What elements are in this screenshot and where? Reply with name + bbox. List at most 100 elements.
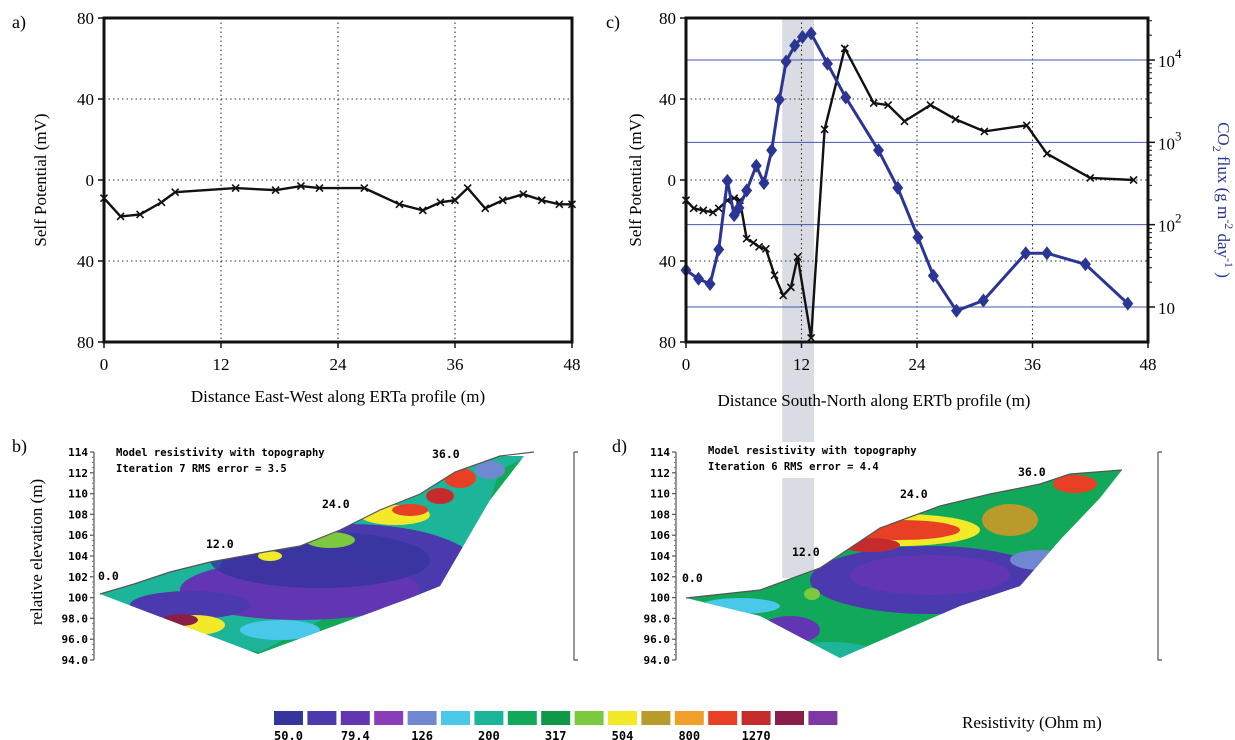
- panel-c-co2-series-point: [704, 277, 716, 292]
- panel-c-y2-axis-label: CO2 flux (g m-2 day-1 ): [1210, 122, 1235, 278]
- panel-a-x-axis-label: Distance East-West along ERTa profile (m…: [191, 387, 485, 406]
- colorbar-swatch: [340, 711, 370, 725]
- colorbar-title: Resistivity (Ohm m): [962, 713, 1102, 732]
- panel-c-x-axis-label: Distance South-North along ERTb profile …: [718, 391, 1031, 410]
- panel-a-y-tick-label: 40: [77, 90, 94, 109]
- panel-c-co2-series-point: [773, 92, 785, 107]
- resistivity-colorbar: 50.0 79.4 126 200 317 504 800 1270: [274, 711, 838, 740]
- panel-c-sp-series-point: [699, 206, 708, 215]
- colorbar-label: 504: [612, 729, 634, 740]
- panel-a-sp-series-point: [450, 196, 460, 205]
- panel-a-sp-series-point: [463, 184, 472, 193]
- colorbar-label: 1270: [742, 729, 771, 740]
- colorbar-label: 50.0: [274, 729, 303, 740]
- panel-c-co2-series-point: [912, 230, 924, 245]
- panel-b-right-bracket: [573, 451, 578, 661]
- panel-c-y2-tick-label: 102: [1158, 211, 1182, 236]
- panel-d-elev-tick-label: 98.0: [644, 612, 671, 625]
- panel-a-sp-series-point: [136, 210, 145, 219]
- panel-c-sp-series-point: [689, 204, 698, 213]
- panel-a-y-tick-label: 80: [77, 9, 94, 28]
- panel-d-distance-label-36: 36.0: [1018, 465, 1046, 479]
- panel-a-sp-series-point: [231, 184, 240, 193]
- panel-d-elev-tick-label: 114: [650, 446, 670, 459]
- panel-c-x-tick-label: 36: [1024, 355, 1041, 374]
- panel-d-distance-label-24: 24.0: [900, 487, 928, 501]
- panel-c-co2-series-point: [713, 242, 725, 257]
- panel-b-subtitle: Iteration 7 RMS error = 3.5: [116, 463, 287, 475]
- panel-b-title: Model resistivity with topography: [116, 447, 325, 459]
- panel-label-d: d): [612, 436, 627, 457]
- colorbar-swatch: [608, 711, 637, 725]
- panel-c-sp-series-point: [714, 204, 723, 213]
- panel-b-distance-label-0: 0.0: [98, 569, 119, 583]
- panel-c-sp-series-point: [742, 234, 751, 243]
- panel-c-sp-series-point: [1022, 121, 1031, 130]
- panel-d-elev-tick-label: 112: [650, 467, 670, 480]
- panel-c-sp-series-point: [900, 117, 909, 126]
- panel-a-sp-series-point: [395, 200, 404, 209]
- panel-c-sp-series-point: [980, 127, 989, 136]
- panel-c-sp-series-point: [926, 101, 935, 110]
- panel-b-elev-tick-label: 100: [68, 592, 88, 605]
- panel-c-y2-tick-label: 10: [1158, 299, 1175, 318]
- panel-c-sp-series-point: [749, 238, 758, 247]
- colorbar-swatch: [741, 711, 771, 725]
- panel-a-y-tick-label: 0: [86, 171, 95, 190]
- panel-b-elev-tick-label: 112: [68, 467, 88, 480]
- panel-a-sp-series-point: [157, 198, 166, 207]
- panel-d-elev-tick-label: 104: [650, 550, 670, 563]
- colorbar-swatch: [374, 711, 404, 725]
- panel-c-co2-series-point: [741, 183, 753, 198]
- panel-b-elev-tick-label: 104: [68, 550, 88, 563]
- colorbar-label: 79.4: [341, 729, 370, 740]
- colorbar-swatch: [441, 711, 470, 725]
- panel-a-sp-series-point: [436, 198, 445, 207]
- panel-b-elev-tick-label: 110: [68, 488, 88, 501]
- panel-a-sp-series-point: [481, 204, 490, 213]
- panel-c-sp-series-point: [755, 242, 764, 251]
- panel-d-elev-tick-label: 102: [650, 571, 670, 584]
- panel-b-elev-tick-label: 98.0: [62, 612, 89, 625]
- panel-c-x-tick-label: 48: [1140, 355, 1157, 374]
- panel-b-elev-tick-label: 96.0: [62, 633, 89, 646]
- colorbar-swatch: [808, 711, 838, 725]
- panel-c-sp-series-point: [807, 333, 816, 343]
- panel-b-distance-label-12: 12.0: [206, 537, 234, 551]
- panel-c-co2-series-point: [733, 200, 745, 215]
- panel-a-y-axis-label: Self Potential (mV): [31, 113, 50, 246]
- panel-c-sp-series-point: [1086, 173, 1095, 183]
- panel-a-sp-series-point: [116, 212, 125, 221]
- colorbar-swatch: [708, 711, 738, 725]
- panel-a-self-potential-chart: 0 12 24 36 48 80 40 0 40 80 Distance East-West al…: [31, 9, 581, 406]
- panel-label-b: b): [12, 436, 27, 457]
- panel-c-co2-series-point: [780, 54, 792, 69]
- panel-c-co2-series-point: [721, 173, 733, 188]
- panel-a-x-tick-label: 24: [330, 355, 348, 374]
- panel-a-sp-series-point: [315, 184, 324, 193]
- panel-c-y2-tick-label: 103: [1158, 128, 1182, 153]
- panel-a-sp-series-point: [296, 182, 306, 191]
- panel-c-co2-series-point: [977, 293, 989, 308]
- colorbar-swatch: [574, 711, 604, 725]
- colorbar-label: 317: [545, 729, 567, 740]
- panel-c-co2-series-point: [766, 143, 778, 158]
- panel-c-co2-series-point: [892, 180, 904, 195]
- panel-a-sp-series-point: [271, 186, 280, 195]
- panel-c-co2-series-point: [840, 90, 852, 105]
- panel-b-elev-tick-label: 114: [68, 446, 88, 459]
- panel-c-y-tick-label: 0: [668, 171, 677, 190]
- panel-c-sp-series-point: [869, 98, 878, 108]
- colorbar-swatch: [407, 711, 437, 725]
- panel-c-co2-series-point: [1020, 246, 1032, 261]
- panel-c-sp-series-point: [793, 252, 802, 262]
- panel-c-sp-series-point: [951, 115, 960, 124]
- panel-b-elev-tick-label: 102: [68, 571, 88, 584]
- panel-b-distance-label-24: 24.0: [322, 497, 350, 511]
- panel-c-sp-series-point: [786, 283, 795, 292]
- panel-c-sp-series-point: [1129, 175, 1138, 185]
- panel-c-frame: [684, 16, 1150, 344]
- panel-c-co2-series-point: [927, 268, 939, 283]
- panel-a-sp-series-point: [519, 190, 528, 199]
- panel-a-frame: [102, 16, 574, 344]
